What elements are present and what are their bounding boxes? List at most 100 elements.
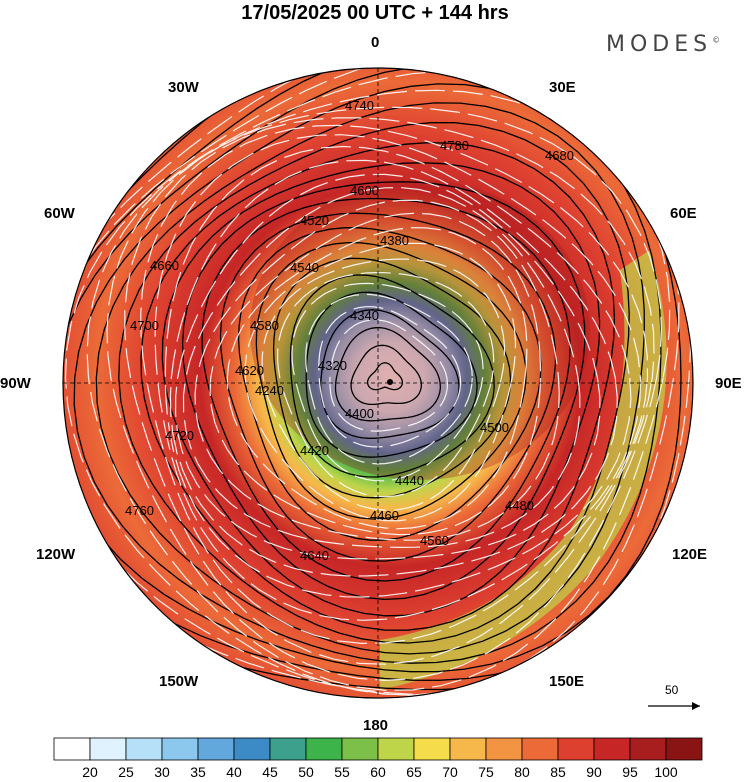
streamline xyxy=(169,159,618,577)
streamline xyxy=(291,282,484,482)
lon-label-180: 180 xyxy=(363,717,389,734)
colorbar-tick-label: 40 xyxy=(226,764,242,780)
pole-marker xyxy=(387,379,393,385)
contour-label: 4720 xyxy=(165,428,194,443)
streamline xyxy=(182,187,581,549)
contour-label: 4420 xyxy=(300,443,329,458)
lon-label-30w: 30W xyxy=(168,79,199,96)
colorbar-swatch xyxy=(269,737,307,761)
streamline xyxy=(174,173,601,560)
contour-label: 4560 xyxy=(420,533,449,548)
streamline xyxy=(194,199,560,541)
colorbar-tick-label: 55 xyxy=(334,764,350,780)
streamline xyxy=(106,106,663,682)
colorbar-tick-label: 85 xyxy=(550,764,566,780)
vector-legend-arrow xyxy=(648,702,700,710)
contour-label: 4320 xyxy=(318,358,347,373)
contour-line xyxy=(334,327,442,422)
contour-label: 4500 xyxy=(480,420,509,435)
colorbar-swatch xyxy=(413,737,451,761)
lon-label-120e: 120E xyxy=(672,546,708,563)
contour-line xyxy=(95,102,645,655)
colorbar-swatch xyxy=(593,737,631,761)
map-title: 17/05/2025 00 UTC + 144 hrs xyxy=(241,2,509,24)
colorbar-tick-label: 100 xyxy=(654,764,678,780)
contour-line xyxy=(366,362,404,391)
lon-label-0: 0 xyxy=(371,34,380,51)
contour-label: 4520 xyxy=(300,213,329,228)
streamline xyxy=(124,117,655,665)
colorbar-tick-label: 45 xyxy=(262,764,278,780)
colorbar-swatch xyxy=(665,737,703,761)
contour-line xyxy=(219,212,557,562)
streamline xyxy=(305,293,473,465)
colorbar-tick-label: 65 xyxy=(406,764,422,780)
streamline xyxy=(261,258,506,511)
contour-line xyxy=(140,142,616,631)
colorbar-tick-label: 95 xyxy=(622,764,638,780)
map-border xyxy=(62,67,694,699)
contour-label: 4780 xyxy=(440,138,469,153)
lon-label-60e: 60E xyxy=(670,205,697,222)
contour-label: 4380 xyxy=(380,233,409,248)
colorbar-swatch xyxy=(485,737,523,761)
lon-label-30e: 30E xyxy=(549,79,576,96)
lon-label-60w: 60W xyxy=(44,205,75,222)
contour-line xyxy=(161,162,601,617)
lon-label-150e: 150E xyxy=(549,673,585,690)
streamline xyxy=(154,134,642,621)
colorbar-tick-label: 60 xyxy=(370,764,386,780)
streamline xyxy=(318,306,462,448)
contour-line xyxy=(255,241,527,520)
streamline xyxy=(140,124,649,645)
colorbar-tick-label: 90 xyxy=(586,764,602,780)
lon-label-150w: 150W xyxy=(159,673,199,690)
lon-label-90w: 90W xyxy=(0,375,31,392)
colorbar-swatch xyxy=(53,737,91,761)
contour-label: 4540 xyxy=(290,260,319,275)
colorbar-swatch xyxy=(521,737,559,761)
colorbar-swatch xyxy=(233,737,271,761)
height-contours xyxy=(63,68,693,691)
colorbar-swatch xyxy=(377,737,415,761)
streamline xyxy=(276,271,495,498)
colorbar-swatch xyxy=(341,737,379,761)
colorbar-swatch xyxy=(89,737,127,761)
brand-logo: MODES© xyxy=(606,32,721,57)
colorbar-tick-label: 50 xyxy=(298,764,314,780)
contour-label: 4240 xyxy=(255,383,284,398)
contour-line xyxy=(305,291,478,458)
contour-label: 4580 xyxy=(250,318,279,333)
contour-label: 4400 xyxy=(345,406,374,421)
streamline xyxy=(209,212,542,536)
colorbar-swatch xyxy=(197,737,235,761)
weak-wind-band xyxy=(380,250,667,690)
colorbar-swatch xyxy=(125,737,163,761)
contour-label: 4680 xyxy=(545,148,574,163)
colorbar-tick-label: 75 xyxy=(478,764,494,780)
contour-label: 4340 xyxy=(350,308,379,323)
colorbar-tick-label: 80 xyxy=(514,764,530,780)
colorbar-swatch xyxy=(449,737,487,761)
streamline xyxy=(244,242,517,522)
contour-labels: 4740 4780 4680 4600 4520 4380 4340 4320 4400 4440… xyxy=(125,98,574,563)
colorbar-swatch xyxy=(557,737,595,761)
colorbar-tick-label: 70 xyxy=(442,764,458,780)
contour-label: 4460 xyxy=(370,508,399,523)
contour-label: 4700 xyxy=(130,318,159,333)
contour-label: 4640 xyxy=(300,548,329,563)
vector-legend-label: 50 xyxy=(665,683,679,697)
contour-line xyxy=(201,197,571,582)
contour-label: 4480 xyxy=(505,498,534,513)
contour-line xyxy=(118,122,630,644)
colorbar-tick-label: 25 xyxy=(118,764,134,780)
contour-line xyxy=(272,257,512,499)
contour-line xyxy=(237,227,542,541)
contour-label: 4600 xyxy=(350,183,379,198)
contour-label: 4660 xyxy=(150,258,179,273)
streamline xyxy=(164,145,632,598)
lon-label-120w: 120W xyxy=(36,546,76,563)
contour-line xyxy=(350,344,423,406)
